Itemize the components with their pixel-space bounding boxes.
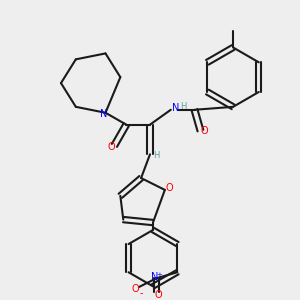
Text: O: O	[200, 126, 208, 136]
Text: O: O	[154, 290, 162, 299]
Text: -: -	[140, 288, 143, 298]
Text: N: N	[152, 272, 159, 282]
Text: H: H	[153, 151, 160, 160]
Text: N: N	[172, 103, 180, 113]
Text: O: O	[131, 284, 139, 295]
Text: O: O	[108, 142, 115, 152]
Text: +: +	[157, 272, 163, 278]
Text: H: H	[180, 102, 186, 111]
Text: N: N	[100, 109, 108, 119]
Text: O: O	[166, 182, 173, 193]
